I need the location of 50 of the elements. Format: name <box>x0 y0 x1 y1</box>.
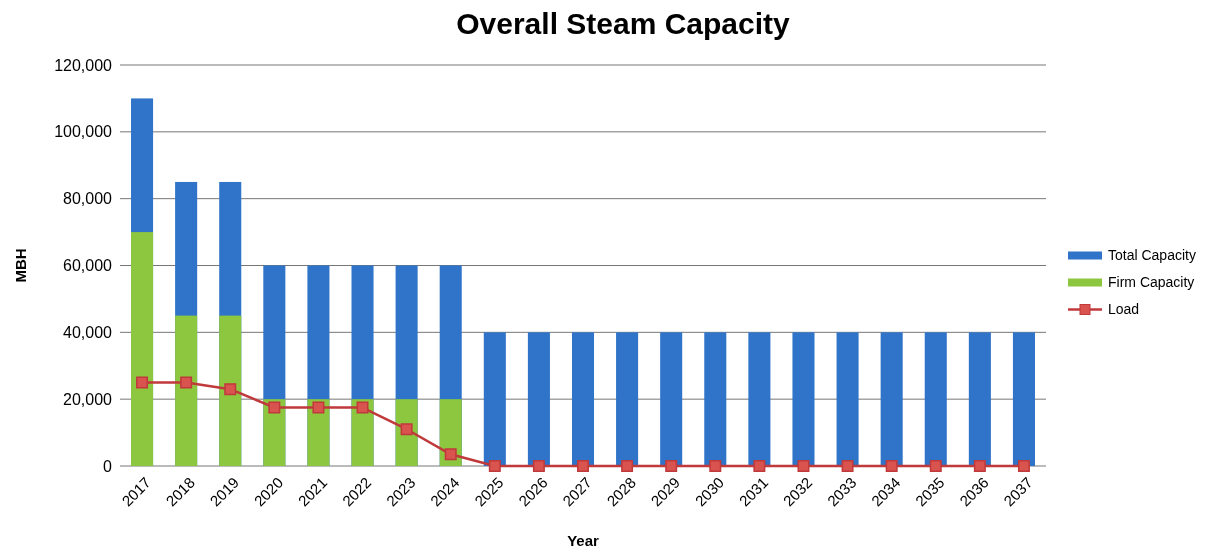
point <box>400 423 413 436</box>
legend-label: Firm Capacity <box>1108 274 1195 291</box>
chart-title: Overall Steam Capacity <box>456 7 791 40</box>
point <box>136 376 149 389</box>
point <box>224 383 237 396</box>
point <box>797 460 810 472</box>
y-tick-label: 20,000 <box>63 390 113 408</box>
bar <box>616 332 639 466</box>
point <box>180 376 193 389</box>
point <box>577 460 589 472</box>
y-tick-label: 60,000 <box>63 257 113 275</box>
y-tick-label: 40,000 <box>63 323 113 341</box>
point <box>488 460 501 472</box>
point <box>356 401 369 414</box>
legend-label: Total Capacity <box>1108 247 1196 264</box>
point <box>841 460 854 472</box>
bar <box>219 315 242 466</box>
bar <box>1012 332 1035 466</box>
bar <box>527 332 550 466</box>
point <box>268 401 281 414</box>
legend-label: Load <box>1108 301 1140 318</box>
y-tick-label: 0 <box>103 457 113 475</box>
point <box>973 460 986 472</box>
y-tick-label: 80,000 <box>63 190 113 208</box>
point <box>709 460 722 472</box>
point <box>1017 460 1030 472</box>
point <box>929 460 942 472</box>
bar <box>836 332 859 466</box>
point <box>665 460 678 472</box>
bar <box>483 332 506 466</box>
point <box>532 460 545 472</box>
bar <box>571 332 595 466</box>
bar <box>131 232 154 466</box>
x-axis-title: Year <box>567 532 600 549</box>
bar <box>968 332 991 466</box>
bar <box>748 332 771 466</box>
bar <box>792 332 815 466</box>
bar <box>704 332 727 466</box>
bar <box>880 332 903 466</box>
point <box>621 460 634 472</box>
y-tick-label: 100,000 <box>54 123 113 141</box>
point <box>753 460 766 472</box>
bar <box>175 315 198 466</box>
point <box>312 401 325 414</box>
y-tick-label: 120,000 <box>54 56 113 74</box>
y-axis-title: MBH <box>12 248 29 283</box>
point <box>885 460 898 472</box>
bar <box>924 332 947 466</box>
bar <box>660 332 683 466</box>
point <box>444 448 457 461</box>
